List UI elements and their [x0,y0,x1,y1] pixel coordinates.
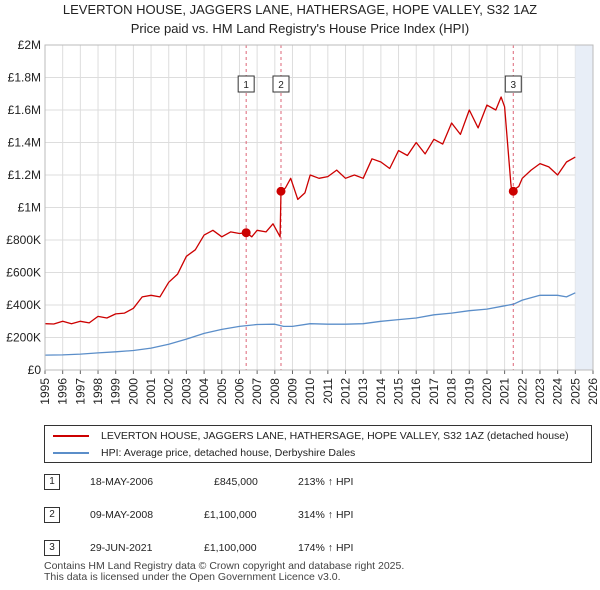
sale-points [241,186,518,238]
x-axis: 1995 1996 1997 1998 1999 2000 2001 2002 2003 2004… [38,370,600,405]
x-tick-label: 2012 [339,378,353,405]
sale-badge-label: 1 [243,80,249,91]
x-tick-label: 2017 [427,378,441,405]
x-tick-label: 2026 [586,378,600,405]
x-tick-label: 2022 [515,378,529,405]
y-axis: £0 £200K £400K £600K £800K £1M £1.2M £1.4M £1.6M… [6,38,41,377]
legend-swatch-property [53,435,89,437]
y-tick-label: £1.4M [8,136,41,150]
x-tick-label: 2016 [409,378,423,405]
table-row: 3 29-JUN-2021 £1,100,000 174% ↑ HPI [0,538,600,558]
x-tick-label: 2013 [356,378,370,405]
sale-hpi-delta: 314% ↑ HPI [298,509,354,521]
chart-title: LEVERTON HOUSE, JAGGERS LANE, HATHERSAGE… [62,2,538,17]
legend-label-property: LEVERTON HOUSE, JAGGERS LANE, HATHERSAGE… [101,430,569,442]
y-tick-label: £200K [6,331,41,345]
legend: LEVERTON HOUSE, JAGGERS LANE, HATHERSAGE… [44,425,592,463]
x-tick-label: 2010 [303,378,317,405]
x-tick-label: 2015 [392,378,406,405]
x-tick-label: 2008 [268,378,282,405]
table-row: 2 09-MAY-2008 £1,100,000 314% ↑ HPI [0,505,600,525]
footer-license: This data is licensed under the Open Gov… [44,571,341,583]
chart-subtitle: Price paid vs. HM Land Registry's House … [130,21,470,36]
x-tick-label: 2019 [462,378,476,405]
x-tick-label: 2001 [144,378,158,405]
x-tick-label: 2003 [179,378,193,405]
x-tick-label: 1997 [73,378,87,405]
plot-frame [44,44,594,371]
y-tick-label: £1.2M [8,168,41,182]
sale-price: £1,100,000 [204,542,257,554]
sale-badge: 1 [44,474,60,490]
x-tick-label: 2018 [445,378,459,405]
table-row: 1 18-MAY-2006 £845,000 213% ↑ HPI [0,472,600,492]
x-tick-label: 2023 [533,378,547,405]
x-tick-label: 2004 [197,378,211,405]
x-tick-label: 2020 [480,378,494,405]
x-tick-label: 1999 [109,378,123,405]
sale-hpi-delta: 213% ↑ HPI [298,476,354,488]
hpi-line [44,292,576,356]
x-tick-label: 2005 [215,378,229,405]
sale-badge-label: 3 [510,80,516,91]
footer-copyright: Contains HM Land Registry data © Crown c… [44,560,405,572]
sale-badge-box [237,75,255,93]
x-tick-label: 2024 [551,378,565,405]
highlight-region [575,45,593,370]
sale-point [276,186,286,196]
x-tick-label: 2014 [374,378,388,405]
x-tick-label: 2002 [162,378,176,405]
x-tick-label: 1996 [56,378,70,405]
y-tick-label: £1.6M [8,103,41,117]
x-tick-label: 2006 [232,378,246,405]
x-tick-label: 2021 [498,378,512,405]
sale-price: £845,000 [214,476,258,488]
x-tick-label: 2025 [568,378,582,405]
sale-badge-box [504,75,522,93]
sale-date: 09-MAY-2008 [90,509,154,521]
sale-badge-label: 2 [278,80,284,91]
y-tick-label: £400K [6,298,41,312]
forecast-region [575,45,593,370]
sale-badge: 2 [44,507,60,523]
y-tick-label: £1.8M [8,71,41,85]
x-tick-label: 2009 [285,378,299,405]
footer: Contains HM Land Registry data © Crown c… [44,561,404,583]
x-tick-label: 2007 [250,378,264,405]
y-tick-label: £800K [6,233,41,247]
sale-hpi-delta: 174% ↑ HPI [298,542,354,554]
x-tick-label: 1995 [38,378,52,405]
sale-date: 18-MAY-2006 [90,476,154,488]
legend-item-property: LEVERTON HOUSE, JAGGERS LANE, HATHERSAGE… [53,428,569,444]
y-tick-label: £2M [18,38,41,52]
x-tick-label: 2000 [126,378,140,405]
y-tick-label: £0 [28,363,42,377]
series-lines [44,96,576,356]
sale-point [508,186,518,196]
sale-point [241,228,251,238]
sale-price: £1,100,000 [204,509,257,521]
property-price-line [44,96,576,325]
grid [44,44,594,371]
sale-badges: 1 2 3 [237,75,522,93]
sale-badge-box [272,75,290,93]
sale-badge: 3 [44,540,60,556]
y-tick-label: £1M [18,201,41,215]
sale-date: 29-JUN-2021 [90,542,153,554]
legend-swatch-hpi [53,452,89,454]
legend-item-hpi: HPI: Average price, detached house, Derb… [53,445,355,461]
x-tick-label: 2011 [321,378,335,404]
y-tick-label: £600K [6,266,41,280]
legend-label-hpi: HPI: Average price, detached house, Derb… [101,447,356,459]
x-tick-label: 1998 [91,378,105,405]
